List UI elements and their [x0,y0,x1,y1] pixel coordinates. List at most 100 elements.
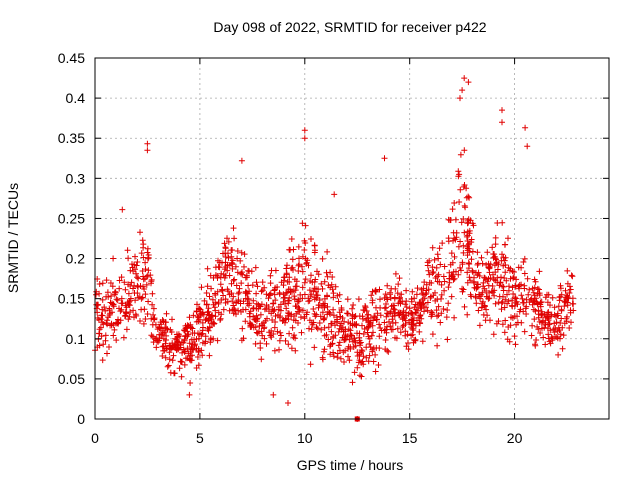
data-point [451,200,458,206]
data-point [258,288,265,295]
data-point [349,338,356,345]
data-point [142,291,149,298]
data-point [507,265,514,272]
data-point [229,261,235,268]
data-point [340,349,347,356]
data-point [144,272,151,279]
data-point [528,332,535,339]
data-point [494,274,501,281]
data-point [154,326,161,333]
data-point [530,289,537,296]
data-point [391,295,398,302]
data-point [125,290,132,297]
data-point [135,284,141,290]
data-point [377,312,384,319]
data-point [302,255,309,262]
data-point [443,314,450,321]
data-point [106,344,112,350]
data-point [194,354,201,360]
data-point [140,283,147,290]
data-point [542,294,549,301]
data-point [135,294,142,301]
data-point [134,259,141,265]
data-point [333,319,340,326]
data-point [222,272,229,279]
data-point [324,293,331,300]
data-point [198,284,205,291]
data-point [284,289,291,296]
data-point [318,326,325,333]
y-tick-label: 0 [77,411,85,427]
data-point [360,353,367,360]
data-point [532,308,539,315]
data-point [252,340,259,347]
data-point [219,286,226,293]
data-point [502,296,509,303]
data-point [220,306,227,313]
data-point [481,285,488,292]
data-point [212,290,218,297]
data-point [212,272,219,279]
data-point [319,255,326,262]
data-point [531,276,538,283]
data-point [405,340,411,346]
data-point [434,313,440,320]
data-point [498,257,505,264]
data-point [445,238,452,245]
data-point [308,236,314,242]
data-point [478,291,485,298]
data-point [308,272,314,279]
data-point [299,268,306,275]
data-point [289,256,296,263]
data-point [375,362,382,368]
data-point [224,298,231,305]
data-point [466,274,473,281]
data-point [150,339,157,346]
data-point [523,296,530,303]
data-point [358,373,365,380]
data-point [130,307,137,314]
data-point [104,317,111,324]
data-point [121,279,128,286]
data-point [355,359,362,366]
data-point [259,287,266,294]
data-point [369,299,376,306]
data-point [534,285,541,292]
data-point [433,264,440,271]
data-point [102,332,109,339]
data-point [198,347,205,354]
data-point [295,304,302,311]
data-point [96,290,103,297]
data-point [511,269,517,275]
data-point [336,347,343,354]
data-point [384,296,391,303]
data-point [509,297,516,304]
data-point [236,285,243,292]
data-point [162,319,169,326]
data-point [145,267,152,274]
data-point [261,335,268,342]
data-point [404,331,411,338]
data-point [482,317,489,324]
data-point [201,297,208,304]
data-point [515,283,522,290]
data-point [424,299,431,306]
data-point [330,353,337,360]
data-point [144,311,151,317]
data-point [452,236,459,243]
data-point [306,287,313,294]
data-point [222,264,229,270]
data-point [475,260,482,267]
data-point [556,327,563,333]
data-point [369,348,376,355]
data-point [537,330,544,336]
data-point [298,329,305,336]
data-point [445,284,452,291]
data-point [238,157,245,164]
data-point [176,365,183,372]
data-point [238,308,244,315]
data-point [403,343,410,350]
data-point [292,283,299,290]
data-point [490,271,496,278]
data-point [492,300,499,307]
